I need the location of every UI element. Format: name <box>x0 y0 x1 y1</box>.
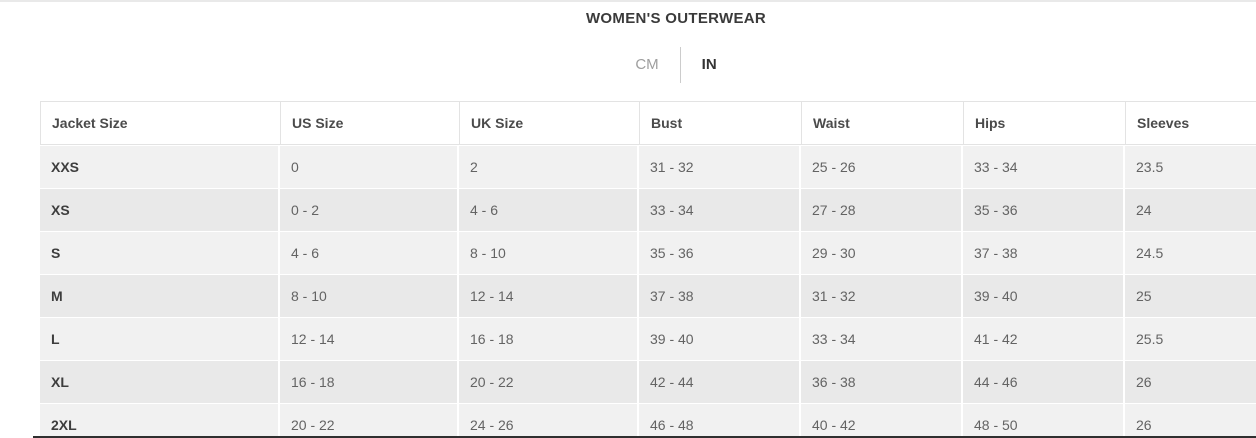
cell-waist: 29 - 30 <box>801 232 963 274</box>
cell-us-size: 8 - 10 <box>280 275 459 317</box>
cell-hips: 37 - 38 <box>963 232 1125 274</box>
column-header-waist: Waist <box>802 102 964 144</box>
column-header-jacket-size: Jacket Size <box>41 102 281 144</box>
cell-bust: 37 - 38 <box>639 275 801 317</box>
toggle-divider <box>679 47 681 83</box>
cell-bust: 39 - 40 <box>639 318 801 360</box>
column-header-bust: Bust <box>640 102 802 144</box>
cell-size: L <box>40 318 280 360</box>
cell-us-size: 4 - 6 <box>280 232 459 274</box>
cell-waist: 25 - 26 <box>801 146 963 188</box>
table-body: XXS 0 2 31 - 32 25 - 26 33 - 34 23.5 XS … <box>40 146 1256 438</box>
cell-sleeves: 24.5 <box>1125 232 1256 274</box>
cell-us-size: 12 - 14 <box>280 318 459 360</box>
table-row-m: M 8 - 10 12 - 14 37 - 38 31 - 32 39 - 40… <box>40 275 1256 317</box>
cell-bust: 33 - 34 <box>639 189 801 231</box>
table-row-xxs: XXS 0 2 31 - 32 25 - 26 33 - 34 23.5 <box>40 146 1256 188</box>
cell-size: XXS <box>40 146 280 188</box>
cell-waist: 36 - 38 <box>801 361 963 403</box>
table-row-xs: XS 0 - 2 4 - 6 33 - 34 27 - 28 35 - 36 2… <box>40 189 1256 231</box>
unit-option-in[interactable]: IN <box>701 56 717 73</box>
cell-waist: 31 - 32 <box>801 275 963 317</box>
table-row-s: S 4 - 6 8 - 10 35 - 36 29 - 30 37 - 38 2… <box>40 232 1256 274</box>
cell-uk-size: 4 - 6 <box>459 189 639 231</box>
cell-sleeves: 26 <box>1125 404 1256 438</box>
cell-bust: 31 - 32 <box>639 146 801 188</box>
column-header-uk-size: UK Size <box>460 102 640 144</box>
cell-uk-size: 8 - 10 <box>459 232 639 274</box>
cell-size: XL <box>40 361 280 403</box>
table-row-2xl: 2XL 20 - 22 24 - 26 46 - 48 40 - 42 48 -… <box>40 404 1256 438</box>
cell-waist: 27 - 28 <box>801 189 963 231</box>
cell-sleeves: 26 <box>1125 361 1256 403</box>
cell-us-size: 0 - 2 <box>280 189 459 231</box>
cell-waist: 33 - 34 <box>801 318 963 360</box>
table-header-row: Jacket Size US Size UK Size Bust Waist H… <box>40 101 1256 145</box>
cell-uk-size: 2 <box>459 146 639 188</box>
column-header-hips: Hips <box>964 102 1126 144</box>
cell-hips: 39 - 40 <box>963 275 1125 317</box>
bottom-edge-bar <box>33 436 1256 438</box>
unit-option-cm[interactable]: CM <box>635 56 659 73</box>
cell-size: XS <box>40 189 280 231</box>
cell-uk-size: 20 - 22 <box>459 361 639 403</box>
cell-hips: 35 - 36 <box>963 189 1125 231</box>
cell-uk-size: 16 - 18 <box>459 318 639 360</box>
cell-hips: 33 - 34 <box>963 146 1125 188</box>
cell-waist: 40 - 42 <box>801 404 963 438</box>
cell-bust: 42 - 44 <box>639 361 801 403</box>
cell-hips: 44 - 46 <box>963 361 1125 403</box>
cell-bust: 46 - 48 <box>639 404 801 438</box>
cell-us-size: 16 - 18 <box>280 361 459 403</box>
cell-size: M <box>40 275 280 317</box>
column-header-us-size: US Size <box>281 102 460 144</box>
cell-uk-size: 24 - 26 <box>459 404 639 438</box>
size-table: Jacket Size US Size UK Size Bust Waist H… <box>40 101 1256 438</box>
table-row-xl: XL 16 - 18 20 - 22 42 - 44 36 - 38 44 - … <box>40 361 1256 403</box>
cell-size: S <box>40 232 280 274</box>
cell-hips: 48 - 50 <box>963 404 1125 438</box>
cell-sleeves: 25.5 <box>1125 318 1256 360</box>
page-title: WOMEN'S OUTERWEAR <box>585 10 767 27</box>
cell-sleeves: 24 <box>1125 189 1256 231</box>
cell-sleeves: 23.5 <box>1125 146 1256 188</box>
cell-hips: 41 - 42 <box>963 318 1125 360</box>
column-header-sleeves: Sleeves <box>1137 115 1190 131</box>
cell-us-size: 0 <box>280 146 459 188</box>
cell-sleeves: 25 <box>1125 275 1256 317</box>
cell-us-size: 20 - 22 <box>280 404 459 438</box>
cell-bust: 35 - 36 <box>639 232 801 274</box>
table-row-l: L 12 - 14 16 - 18 39 - 40 33 - 34 41 - 4… <box>40 318 1256 360</box>
cell-size: 2XL <box>40 404 280 438</box>
cell-uk-size: 12 - 14 <box>459 275 639 317</box>
unit-toggle: CM IN <box>0 47 1256 83</box>
